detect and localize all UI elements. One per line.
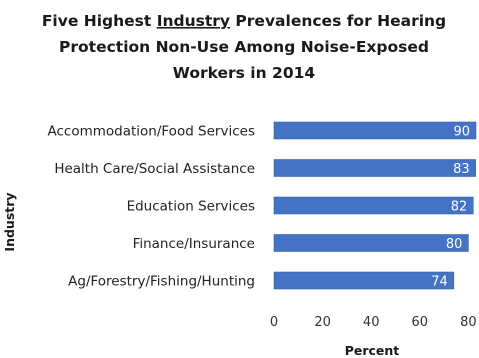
bar xyxy=(273,196,474,215)
bar-data-label: 74 xyxy=(431,275,448,290)
bar-data-label: 83 xyxy=(453,162,470,177)
chart-title-segment: Five Highest xyxy=(42,12,157,30)
bar xyxy=(273,159,476,177)
chart-title-segment: Industry xyxy=(157,12,230,30)
category-label: Finance/Insurance xyxy=(133,236,255,252)
chart-title-segment: Prevalences for Hearing xyxy=(230,12,446,30)
chart-title-line: Workers in 2014 xyxy=(173,64,316,82)
category-label: Education Services xyxy=(127,199,255,215)
chart-title-segment: Protection Non-Use Among Noise-Exposed xyxy=(59,38,429,56)
chart-title-line: Five Highest Industry Prevalences for He… xyxy=(42,12,446,30)
x-axis-title: Percent xyxy=(345,343,400,358)
bar-data-label: 80 xyxy=(446,237,463,252)
bar-data-label: 82 xyxy=(451,200,468,215)
x-tick-label: 80 xyxy=(460,315,477,330)
bar-data-label: 90 xyxy=(453,125,470,140)
chart-title-segment: Workers in 2014 xyxy=(173,64,316,82)
bar xyxy=(273,234,469,252)
bar xyxy=(273,121,477,140)
x-tick-labels: 0 20 40 60 80 xyxy=(270,315,477,330)
bars xyxy=(273,121,477,290)
x-axis-title-group: Percent xyxy=(345,343,400,358)
category-label: Health Care/Social Assistance xyxy=(54,161,255,177)
chart-title-line: Protection Non-Use Among Noise-Exposed xyxy=(59,38,429,56)
chart-title: Five Highest Industry Prevalences for He… xyxy=(42,12,446,82)
x-tick-label: 40 xyxy=(363,315,380,330)
category-label: Accommodation/Food Services xyxy=(47,124,255,140)
category-labels: Accommodation/Food Services Health Care/S… xyxy=(47,124,255,290)
x-tick-label: 20 xyxy=(314,315,331,330)
x-tick-label: 60 xyxy=(412,315,429,330)
bar xyxy=(273,271,455,290)
x-tick-label: 0 xyxy=(270,315,278,330)
bar-data-labels: 90 83 82 80 74 xyxy=(431,125,470,290)
y-axis-title: Industry xyxy=(2,192,17,251)
y-axis-title-group: Industry xyxy=(2,192,17,251)
category-label: Ag/Forestry/Fishing/Hunting xyxy=(68,274,255,290)
